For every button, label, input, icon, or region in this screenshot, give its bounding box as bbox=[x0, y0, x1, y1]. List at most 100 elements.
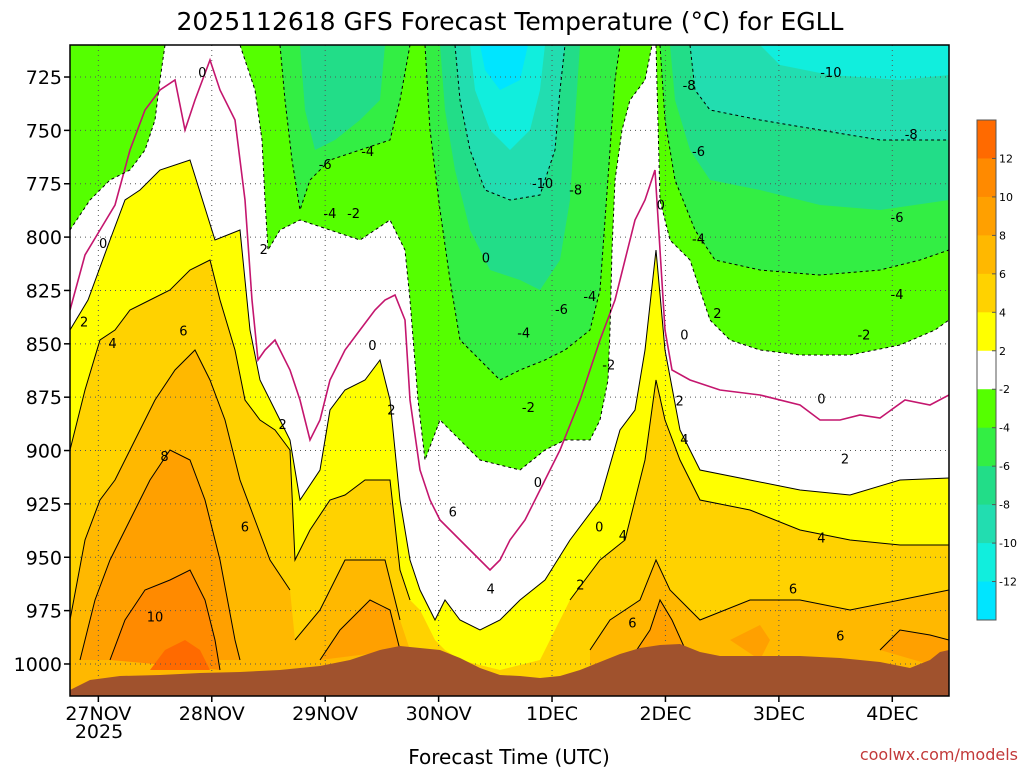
contour-solid-2 bbox=[70, 159, 949, 631]
contour-label: -4 bbox=[583, 290, 596, 305]
contour-label: -4 bbox=[517, 326, 530, 341]
x-tick-label-30NOV: 30NOV bbox=[406, 703, 472, 725]
contour-label: 0 bbox=[680, 329, 688, 344]
x-tick-label-29NOV: 29NOV bbox=[292, 703, 358, 725]
contour-label: 2 bbox=[576, 578, 584, 593]
contour-label: -8 bbox=[569, 183, 582, 198]
grid bbox=[70, 45, 949, 696]
contour-label: -6 bbox=[891, 211, 904, 226]
contour-label: -8 bbox=[905, 128, 918, 143]
contour-label: 6 bbox=[179, 324, 187, 339]
contour-label: -6 bbox=[319, 158, 332, 173]
contour-label: 4 bbox=[486, 583, 494, 598]
x-tick-label-27NOV: 27NOV bbox=[65, 703, 131, 725]
contour-label: 2 bbox=[841, 452, 849, 467]
contour-label: -2 bbox=[347, 207, 360, 222]
y-tick-label-825: 825 bbox=[26, 280, 62, 302]
contour-label: 2 bbox=[713, 307, 721, 322]
plot-frame bbox=[69, 44, 950, 697]
contour-dashed-minus2 bbox=[70, 45, 949, 471]
colorbar-label: 2 bbox=[999, 345, 1006, 358]
contour-label: 6 bbox=[628, 617, 636, 632]
contour-label: -4 bbox=[361, 145, 374, 160]
colorbar-bin bbox=[977, 427, 996, 467]
contour-label: 6 bbox=[789, 583, 797, 598]
contour-dashed-minus4 bbox=[279, 45, 949, 381]
x-axis-year: 2025 bbox=[75, 721, 123, 743]
x-tick-label-3DEC: 3DEC bbox=[753, 703, 805, 725]
contour-label: 6 bbox=[449, 506, 457, 521]
band-minus8-to-minus10 bbox=[455, 45, 949, 200]
contour-label: 0 bbox=[657, 198, 665, 213]
x-axis-label: Forecast Time (UTC) bbox=[408, 745, 610, 768]
y-tick-label-975: 975 bbox=[26, 601, 62, 623]
colorbar-label: -8 bbox=[999, 499, 1010, 512]
x-tick-label-2DEC: 2DEC bbox=[639, 703, 691, 725]
contour-label: 4 bbox=[680, 433, 688, 448]
colorbar-label: 6 bbox=[999, 268, 1006, 281]
y-tick-label-925: 925 bbox=[26, 494, 62, 516]
contour-label: -6 bbox=[555, 303, 568, 318]
colorbar: 12 10 8 6 4 2 -2 -4 -6 -8 -10 -12 bbox=[976, 119, 1017, 621]
contour-label: 0 bbox=[817, 393, 825, 408]
y-axis: 725 750 775 800 825 850 875 900 925 950 975 1000 bbox=[14, 67, 70, 676]
colorbar-label: 12 bbox=[999, 152, 1013, 165]
contour-label: -2 bbox=[857, 329, 870, 344]
colorbar-label: -4 bbox=[999, 422, 1010, 435]
contour-label: 2 bbox=[80, 316, 88, 331]
contour-label: 0 bbox=[482, 252, 490, 267]
contour-label: -8 bbox=[683, 79, 696, 94]
colorbar-bin bbox=[977, 389, 996, 429]
contour-label: -4 bbox=[891, 288, 904, 303]
contour-label: 0 bbox=[99, 237, 107, 252]
contour-dashed-minus8 bbox=[454, 45, 949, 201]
contour-label: -10 bbox=[820, 66, 841, 81]
colorbar-bin bbox=[977, 235, 996, 275]
band-4-to-6 bbox=[70, 260, 949, 696]
y-tick-label-750: 750 bbox=[26, 120, 62, 142]
band-minus10-to-minus12 bbox=[470, 45, 949, 150]
contour-label: 2 bbox=[279, 418, 287, 433]
band-12-to-14 bbox=[150, 640, 210, 670]
contour-lines bbox=[70, 45, 949, 671]
y-tick-label-875: 875 bbox=[26, 387, 62, 409]
chart-title: 2025112618 GFS Forecast Temperature (°C)… bbox=[177, 7, 844, 36]
contour-label: 0 bbox=[534, 476, 542, 491]
contour-label: 6 bbox=[836, 630, 844, 645]
contour-label: -2 bbox=[602, 358, 615, 373]
x-tick-label-28NOV: 28NOV bbox=[179, 703, 245, 725]
colorbar-bin bbox=[977, 543, 996, 583]
contour-label: 0 bbox=[595, 521, 603, 536]
colorbar-bin bbox=[977, 273, 996, 313]
contour-label: 6 bbox=[241, 521, 249, 536]
contour-label: 4 bbox=[619, 529, 627, 544]
y-tick-label-775: 775 bbox=[26, 174, 62, 196]
colorbar-bin bbox=[977, 350, 996, 390]
colorbar-label: 10 bbox=[999, 191, 1013, 204]
colorbar-bin bbox=[977, 466, 996, 506]
contour-label: -10 bbox=[532, 177, 553, 192]
band-minus12-to-minus14 bbox=[480, 45, 528, 90]
contour-label: 2 bbox=[387, 403, 395, 418]
contour-label: -4 bbox=[323, 207, 336, 222]
contour-label: -2 bbox=[522, 401, 535, 416]
y-tick-label-800: 800 bbox=[26, 227, 62, 249]
contour-label: 4 bbox=[108, 337, 116, 352]
contour-solid-6 bbox=[70, 349, 949, 651]
band-6-to-8 bbox=[70, 350, 949, 696]
contour-label: -6 bbox=[692, 145, 705, 160]
contour-label: 0 bbox=[198, 66, 206, 81]
contour-label: 0 bbox=[368, 339, 376, 354]
colorbar-label: -10 bbox=[999, 537, 1017, 550]
contour-label: 2 bbox=[260, 243, 268, 258]
contour-label: -4 bbox=[692, 233, 705, 248]
y-tick-label-950: 950 bbox=[26, 547, 62, 569]
x-tick-label-1DEC: 1DEC bbox=[526, 703, 578, 725]
contour-solid-10 bbox=[109, 569, 221, 671]
x-tick-label-4DEC: 4DEC bbox=[866, 703, 918, 725]
y-tick-label-1000: 1000 bbox=[14, 654, 62, 676]
contour-label: 10 bbox=[147, 610, 164, 625]
colorbar-label: 8 bbox=[999, 229, 1006, 242]
